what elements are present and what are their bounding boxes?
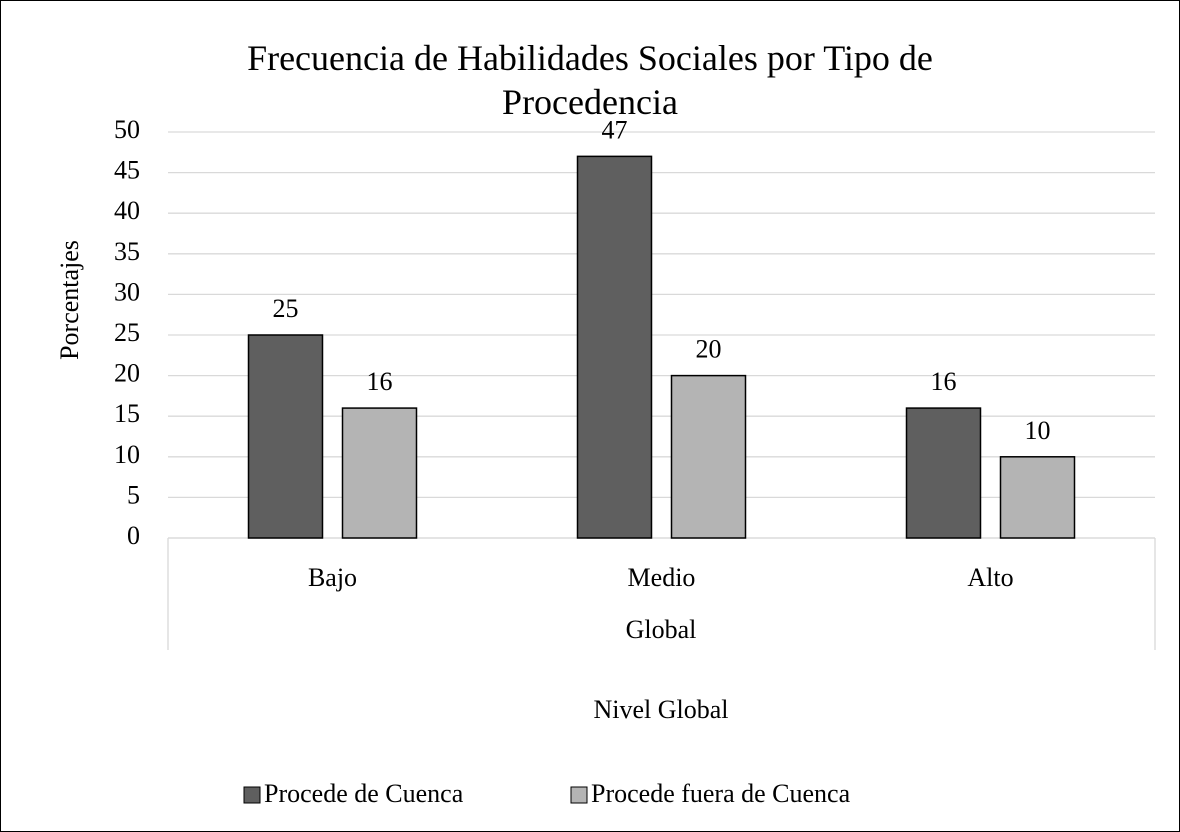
data-label: 16 <box>367 367 393 396</box>
legend-swatch <box>570 786 588 804</box>
bar <box>670 374 747 539</box>
data-label: 10 <box>1025 416 1051 445</box>
data-label: 20 <box>696 335 722 364</box>
legend-label: Procede fuera de Cuenca <box>591 779 851 808</box>
chart-title: Frecuencia de Habilidades Sociales por T… <box>247 38 933 122</box>
y-tick-label: 30 <box>114 277 140 306</box>
data-label: 16 <box>931 367 957 396</box>
y-tick-label: 50 <box>114 115 140 144</box>
bar <box>576 155 653 539</box>
x-axis-label: Nivel Global <box>593 695 728 724</box>
y-tick-label: 20 <box>114 359 140 388</box>
y-tick-label: 15 <box>114 399 140 428</box>
x-tick-label: Alto <box>967 563 1013 592</box>
bar <box>999 456 1076 539</box>
legend-swatch <box>243 786 261 804</box>
y-tick-label: 10 <box>114 440 140 469</box>
data-label: 25 <box>273 294 299 323</box>
legend-label: Procede de Cuenca <box>264 779 464 808</box>
x-group-label: Global <box>626 615 697 644</box>
y-tick-label: 35 <box>114 237 140 266</box>
y-tick-label: 45 <box>114 156 140 185</box>
data-label: 47 <box>602 115 628 144</box>
bar <box>905 407 982 539</box>
y-tick-label: 25 <box>114 318 140 347</box>
bar <box>247 334 324 539</box>
y-tick-label: 5 <box>127 480 140 509</box>
x-tick-label: Bajo <box>308 563 357 592</box>
x-tick-label: Medio <box>628 563 696 592</box>
y-axis-label: Porcentajes <box>55 240 84 360</box>
bar <box>341 407 418 539</box>
y-tick-label: 0 <box>127 521 140 550</box>
y-tick-label: 40 <box>114 196 140 225</box>
